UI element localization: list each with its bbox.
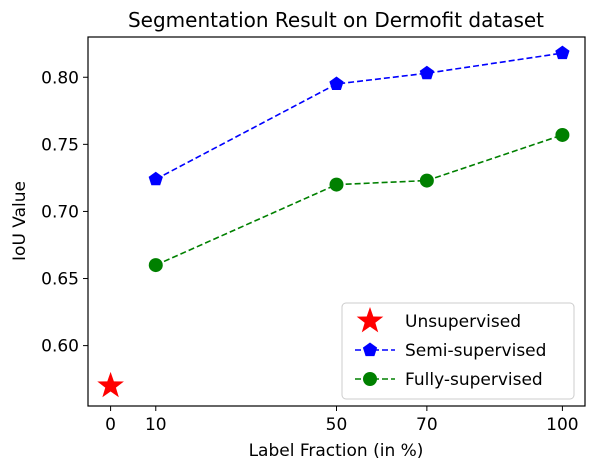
y-tick-label: 0.80 bbox=[41, 68, 79, 88]
y-tick-label: 0.75 bbox=[41, 135, 79, 155]
legend-marker bbox=[363, 372, 377, 386]
data-point bbox=[329, 177, 344, 192]
series-semi-supervised bbox=[148, 45, 570, 186]
plot-frame bbox=[87, 36, 586, 407]
series-layer bbox=[97, 45, 570, 398]
legend-label: Semi-supervised bbox=[405, 341, 546, 361]
legend-label: Fully-supervised bbox=[405, 370, 543, 390]
legend-item-semi-supervised: Semi-supervised bbox=[355, 341, 546, 361]
x-tick-label: 50 bbox=[326, 415, 348, 435]
data-point bbox=[148, 171, 163, 186]
legend-label: Unsupervised bbox=[405, 312, 521, 332]
data-point bbox=[555, 127, 570, 142]
data-point bbox=[97, 371, 124, 398]
legend-marker bbox=[362, 342, 378, 357]
data-point bbox=[419, 173, 434, 188]
legend-marker bbox=[356, 307, 384, 333]
axis-ticks: 0 10 50 70 100 0.60 0.65 0.70 0.75 0.80 bbox=[41, 68, 578, 435]
data-point bbox=[555, 45, 570, 60]
x-axis-label: Label Fraction (in %) bbox=[249, 441, 424, 461]
series-line bbox=[155, 52, 563, 180]
y-axis-label: IoU Value bbox=[10, 181, 30, 261]
series-line bbox=[155, 134, 563, 266]
data-point bbox=[419, 65, 434, 80]
y-tick-label: 0.60 bbox=[41, 337, 79, 357]
chart-title: Segmentation Result on Dermofit dataset bbox=[128, 8, 544, 32]
series-fully-supervised bbox=[148, 127, 570, 273]
y-tick-label: 0.65 bbox=[41, 270, 79, 290]
x-tick-label: 70 bbox=[416, 415, 438, 435]
data-point bbox=[329, 76, 344, 91]
legend-item-unsupervised: Unsupervised bbox=[356, 307, 521, 333]
x-tick-label: 10 bbox=[145, 415, 167, 435]
x-tick-label: 0 bbox=[105, 415, 116, 435]
y-tick-label: 0.70 bbox=[41, 202, 79, 222]
x-tick-label: 100 bbox=[546, 415, 578, 435]
legend-frame bbox=[341, 302, 575, 400]
series-unsupervised bbox=[97, 371, 124, 398]
legend-item-fully-supervised: Fully-supervised bbox=[355, 370, 543, 390]
data-point bbox=[148, 258, 163, 273]
legend: Unsupervised Semi-supervised Fully-supervi… bbox=[341, 302, 575, 400]
